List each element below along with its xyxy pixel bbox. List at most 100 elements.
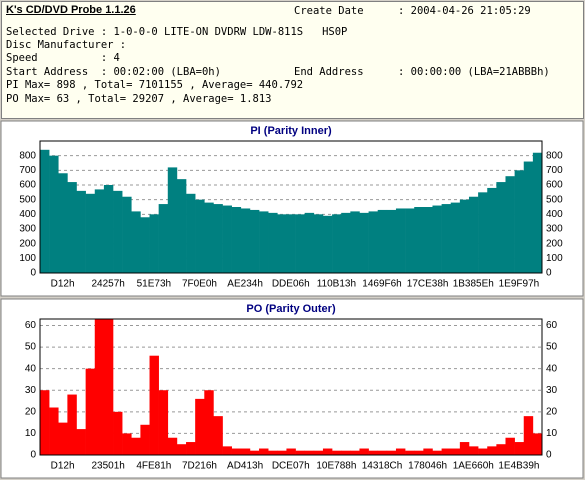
info-line: Selected Drive : 1-0-0-0 LITE-ON DVDRW L… (6, 26, 348, 38)
y2-tick-label: 40 (546, 363, 558, 374)
y2-tick-label: 0 (546, 268, 552, 279)
bar (277, 214, 287, 273)
bar (49, 155, 59, 273)
bar (505, 176, 515, 273)
bar (395, 208, 406, 273)
y-tick-label: 10 (25, 428, 37, 439)
y2-tick-label: 400 (546, 209, 563, 220)
y-tick-label: 500 (19, 194, 36, 205)
bar (249, 450, 260, 455)
bar (113, 190, 123, 273)
bar (468, 446, 479, 455)
y2-tick-label: 30 (546, 385, 558, 396)
x-tick-label: 178046h (408, 461, 447, 472)
bar (94, 319, 105, 455)
y-tick-label: 300 (19, 224, 36, 235)
po-summary: PO Max= 63 , Total= 29207 , Average= 1.8… (6, 93, 272, 105)
bar (76, 190, 86, 273)
y-tick-label: 800 (19, 150, 36, 161)
x-tick-label: 17CE38h (407, 279, 449, 290)
plot-frame (39, 318, 543, 456)
y-tick-label: 400 (19, 209, 36, 220)
x-tick-label: 51E73h (137, 279, 171, 290)
bar (386, 209, 397, 273)
bar (176, 444, 187, 455)
y-tick-label: 100 (19, 253, 36, 264)
y2-tick-label: 200 (546, 238, 563, 249)
x-tick-label: 1B385Eh (453, 279, 494, 290)
bar (131, 211, 141, 273)
x-tick-label: D12h (51, 279, 75, 290)
bar (478, 192, 488, 273)
bar (459, 199, 470, 273)
bar (295, 450, 305, 455)
y2-tick-label: 100 (546, 253, 563, 264)
bar (67, 182, 77, 273)
bar (359, 212, 369, 273)
bar (414, 450, 424, 455)
bar (332, 450, 342, 455)
bar (140, 424, 150, 455)
bar (304, 212, 315, 273)
x-tick-label: AD413h (227, 461, 263, 472)
x-tick-label: 110B13h (317, 279, 356, 290)
y2-tick-label: 10 (546, 428, 558, 439)
x-tick-label: 1E9F97h (499, 279, 540, 290)
bar (496, 444, 506, 455)
info-line: Disc Manufacturer : (6, 39, 127, 51)
bar (94, 189, 105, 273)
bar (167, 437, 178, 455)
bar (532, 433, 543, 455)
bar (186, 193, 196, 273)
bar (149, 214, 159, 273)
y-tick-label: 60 (25, 320, 37, 331)
bar (313, 450, 324, 455)
bar (304, 450, 315, 455)
bar (386, 450, 397, 455)
bar (113, 411, 123, 455)
y-tick-label: 200 (19, 238, 36, 249)
bar (487, 187, 497, 273)
bar (432, 205, 442, 273)
y-tick-label: 600 (19, 180, 36, 191)
bar (213, 204, 223, 273)
y2-tick-label: 600 (546, 180, 563, 191)
bar (103, 319, 114, 455)
bar (350, 211, 360, 273)
bar (286, 214, 296, 273)
x-tick-label: 1AE660h (453, 461, 494, 472)
bar (76, 429, 86, 455)
x-tick-label: 10E788h (316, 461, 356, 472)
y-tick-label: 30 (25, 385, 37, 396)
x-tick-label: AE234h (227, 279, 263, 290)
bar (85, 368, 96, 455)
bar (240, 208, 251, 273)
bar (259, 448, 269, 455)
bar (423, 448, 433, 455)
bar (167, 167, 178, 273)
bar (341, 212, 351, 273)
y2-tick-label: 60 (546, 320, 558, 331)
bar (204, 390, 214, 455)
y2-tick-label: 50 (546, 342, 558, 353)
bar (468, 196, 479, 273)
y-tick-label: 700 (19, 165, 36, 176)
y2-tick-label: 800 (546, 150, 563, 161)
bar (441, 204, 452, 273)
y2-tick-label: 500 (546, 194, 563, 205)
plot-frame (39, 140, 543, 274)
bar (186, 442, 196, 455)
y2-tick-label: 20 (546, 406, 558, 417)
bar (395, 448, 406, 455)
bar (313, 214, 324, 273)
y-tick-label: 40 (25, 363, 37, 374)
bar (58, 173, 68, 273)
bar (231, 448, 242, 455)
bar (414, 207, 424, 273)
bar (295, 214, 305, 273)
bar (341, 450, 351, 455)
bar (423, 207, 433, 273)
bar (286, 448, 296, 455)
